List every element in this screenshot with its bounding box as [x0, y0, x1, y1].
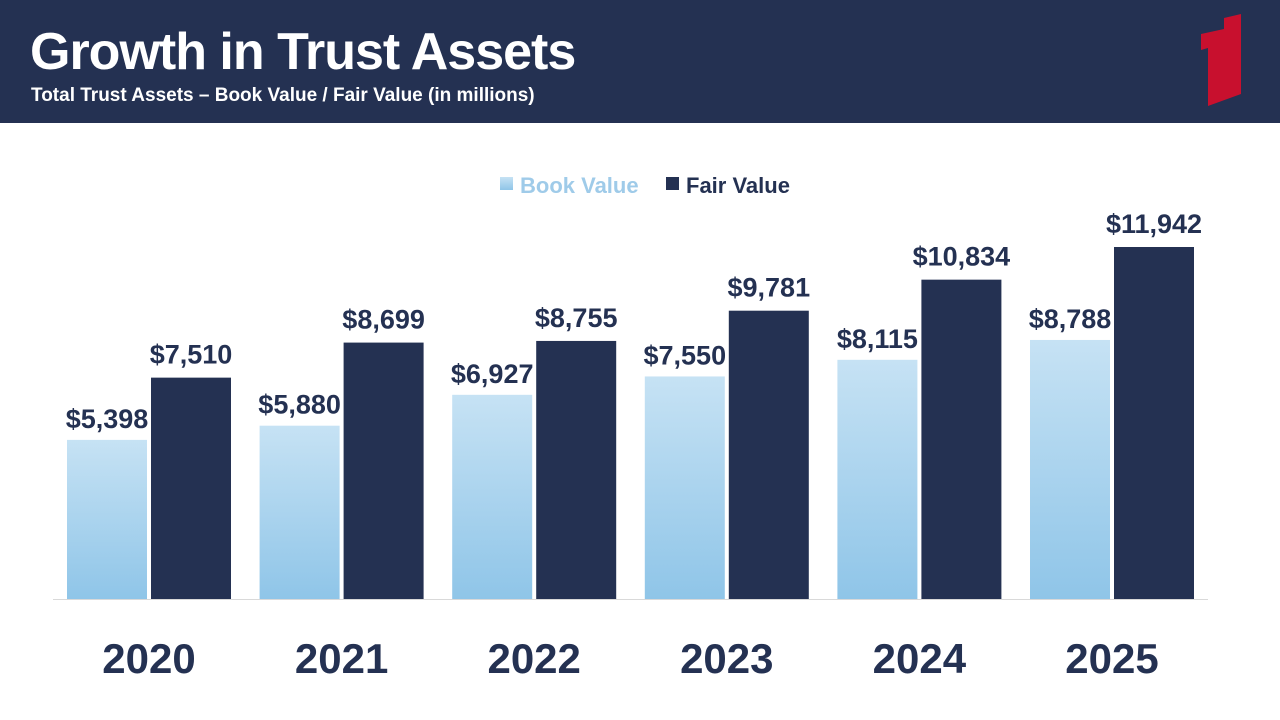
bar-book-value-2022 — [452, 394, 533, 599]
bar-fair-value-2025 — [1114, 247, 1194, 599]
chart-bars — [67, 247, 1194, 599]
data-label-fair-value-2025: $11,942 — [1106, 209, 1202, 239]
bar-book-value-2024 — [837, 359, 918, 599]
header-bar: Growth in Trust Assets Total Trust Asset… — [0, 0, 1280, 123]
legend-swatch-fair-value — [666, 177, 679, 190]
legend-label-book-value: Book Value — [520, 173, 639, 198]
data-label-book-value-2024: $8,115 — [837, 324, 918, 354]
bar-book-value-2023 — [644, 376, 725, 599]
x-tick-label-2022: 2022 — [487, 635, 580, 682]
data-label-book-value-2023: $7,550 — [644, 340, 727, 370]
bar-fair-value-2023 — [728, 310, 809, 599]
data-label-book-value-2021: $5,880 — [258, 390, 341, 420]
brand-logo-icon — [1201, 14, 1241, 106]
data-label-fair-value-2022: $8,755 — [535, 303, 618, 333]
x-tick-label-2024: 2024 — [873, 635, 967, 682]
bar-fair-value-2021 — [343, 342, 424, 599]
bar-fair-value-2022 — [536, 340, 617, 599]
x-tick-label-2021: 2021 — [295, 635, 388, 682]
legend-label-fair-value: Fair Value — [686, 173, 790, 198]
bar-book-value-2020 — [67, 439, 147, 599]
data-label-fair-value-2023: $9,781 — [728, 273, 811, 303]
chart-data-labels: $5,398 $7,510 $5,880 $8,699 $6,927$8,755 $7,5… — [66, 209, 1202, 434]
x-tick-label-2023: 2023 — [680, 635, 773, 682]
x-tick-label-2020: 2020 — [102, 635, 195, 682]
data-label-book-value-2025: $8,788 — [1029, 304, 1112, 334]
x-tick-label-2025: 2025 — [1065, 635, 1158, 682]
data-label-fair-value-2024: $10,834 — [913, 242, 1011, 272]
chart-legend: Book Value Fair Value — [500, 173, 790, 198]
page-title: Growth in Trust Assets — [30, 23, 576, 81]
legend-swatch-book-value — [500, 177, 513, 190]
bar-fair-value-2024 — [921, 279, 1002, 599]
data-label-book-value-2020: $5,398 — [66, 404, 149, 434]
bar-book-value-2025 — [1030, 339, 1110, 599]
data-label-fair-value-2021: $8,699 — [342, 305, 425, 335]
bar-fair-value-2020 — [151, 377, 231, 599]
logo-shape — [1201, 14, 1241, 106]
bar-book-value-2021 — [259, 425, 340, 599]
page-subtitle: Total Trust Assets – Book Value / Fair V… — [31, 85, 535, 106]
x-axis-tick-labels: 2020 2021 2022 2023 2024 2025 — [102, 635, 1158, 682]
data-label-book-value-2022: $6,927 — [451, 359, 534, 389]
data-label-fair-value-2020: $7,510 — [150, 340, 233, 370]
